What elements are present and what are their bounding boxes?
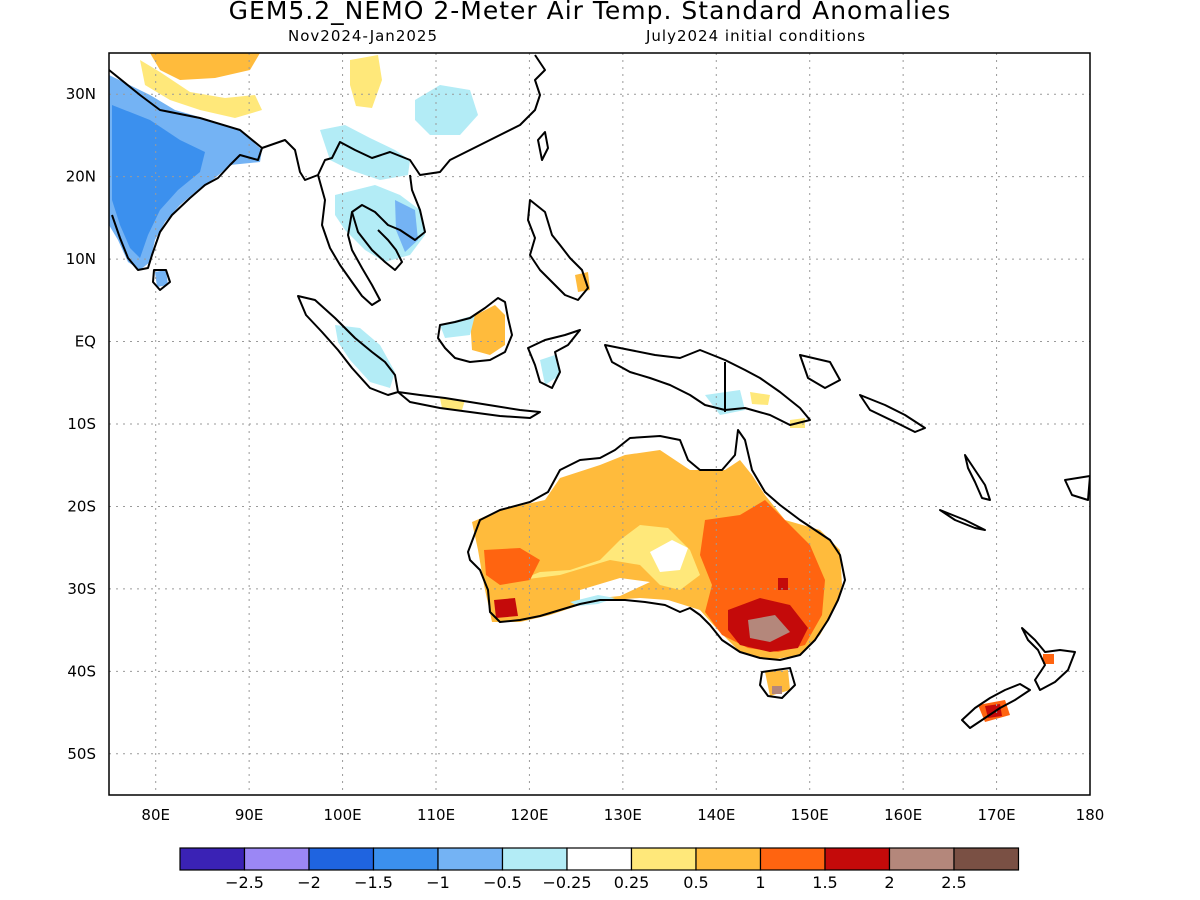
- coast-java: [397, 391, 541, 419]
- yunnan-cool: [320, 125, 410, 180]
- lat-tick-label: EQ: [75, 333, 96, 351]
- coast-philippines: [527, 199, 589, 301]
- lon-tick-label: 150E: [791, 806, 829, 824]
- colorbar-label: −0.5: [483, 873, 522, 892]
- coast-new-caledonia: [939, 509, 986, 531]
- plot-frame: [108, 52, 1091, 796]
- himalaya-light-warm: [140, 60, 262, 118]
- coast-gulf-thailand: [351, 211, 403, 271]
- lon-tick-label: 80E: [141, 806, 170, 824]
- colorbar-label: 1: [755, 873, 765, 892]
- coast-australia: [467, 429, 846, 661]
- lon-tick-label: 110E: [417, 806, 455, 824]
- coast-fiji: [1064, 475, 1090, 501]
- australia-southeast-peak: [748, 615, 790, 642]
- lon-tick-label: 90E: [235, 806, 264, 824]
- lat-tick-label: 50S: [67, 745, 96, 763]
- coast-new-guinea: [604, 344, 811, 426]
- tasmania-warm: [765, 670, 790, 696]
- colorbar-swatch: [501, 847, 568, 871]
- lat-tick-label: 30N: [66, 85, 96, 103]
- srilanka-cool: [155, 270, 168, 287]
- colorbar-swatch: [179, 847, 246, 871]
- coast-sulawesi: [527, 329, 581, 389]
- lon-tick-label: 100E: [324, 806, 362, 824]
- colorbar-swatch: [695, 847, 762, 871]
- lon-tick-label: 180: [1076, 806, 1105, 824]
- australia-west-hot: [484, 548, 540, 585]
- coast-vanuatu: [964, 454, 991, 501]
- colorbar-label: −1: [426, 873, 450, 892]
- lat-tick-label: 20S: [67, 497, 96, 515]
- colorbar-label: −1.5: [354, 873, 393, 892]
- coast-china-indochina: [261, 54, 546, 181]
- colorbar-swatch: [372, 847, 439, 871]
- colorbar-swatch: [953, 847, 1020, 871]
- lon-tick-label: 140E: [697, 806, 735, 824]
- borneo-warm: [470, 305, 505, 355]
- coast-malay-peninsula: [317, 174, 426, 306]
- colorbar-swatch: [824, 847, 891, 871]
- coast-solomons: [859, 394, 926, 433]
- lat-tick-label: 20N: [66, 168, 96, 186]
- coast-nz-south: [961, 683, 1031, 729]
- lon-tick-label: 120E: [510, 806, 548, 824]
- colorbar-label: −2.5: [225, 873, 264, 892]
- colorbar-label: −2: [297, 873, 321, 892]
- colorbar-label: 0.5: [683, 873, 708, 892]
- lat-tick-label: 10S: [67, 415, 96, 433]
- sulawesi-cool: [540, 355, 560, 385]
- borneo-cool: [440, 315, 475, 338]
- map-title: GEM5.2_NEMO 2-Meter Air Temp. Standard A…: [228, 0, 952, 25]
- longitude-labels: 80E 90E 100E 110E 120E 130E 140E 150E 160E 170E 18…: [141, 806, 1104, 824]
- colorbar-swatch: [437, 847, 504, 871]
- lon-tick-label: 160E: [884, 806, 922, 824]
- colorbar-swatch: [566, 847, 633, 871]
- lat-tick-label: 40S: [67, 662, 96, 680]
- coast-borneo: [437, 297, 513, 363]
- coast-taiwan: [537, 131, 549, 161]
- coast-nz-north: [1021, 627, 1076, 691]
- colorbar-label: 2: [884, 873, 894, 892]
- lat-tick-label: 10N: [66, 250, 96, 268]
- lon-tick-label: 130E: [604, 806, 642, 824]
- coast-south-asia: [109, 69, 263, 271]
- graticule: [109, 53, 1090, 795]
- tibet-warm: [350, 55, 382, 108]
- colorbar-label: 0.25: [614, 873, 650, 892]
- himalaya-warm: [150, 53, 260, 80]
- colorbar-label: 1.5: [812, 873, 837, 892]
- coast-sri-lanka: [152, 269, 171, 291]
- latitude-labels: 30N 20N 10N EQ 10S 20S 30S 40S 50S: [66, 85, 96, 763]
- mindanao-warm: [575, 272, 590, 292]
- colorbar-label: −0.25: [542, 873, 591, 892]
- sumatra-cool: [335, 325, 395, 388]
- india-colder-core: [112, 105, 205, 258]
- australia-mild-warm: [520, 525, 700, 590]
- australia-inland-dot: [778, 578, 788, 590]
- colorbar: −2.5 −2 −1.5 −1 −0.5 −0.25 0.25 0.5 1 1.5 2 2.5: [179, 847, 1020, 892]
- nz-north-warm: [1043, 654, 1054, 664]
- tasmania-peak: [772, 686, 782, 694]
- lat-tick-label: 30S: [67, 580, 96, 598]
- china-cool: [415, 85, 478, 135]
- colorbar-swatch: [243, 847, 310, 871]
- colorbar-label: 2.5: [941, 873, 966, 892]
- coast-tasmania: [759, 667, 796, 699]
- colorbar-swatch: [759, 847, 826, 871]
- colorbar-swatch: [308, 847, 375, 871]
- anomaly-field: [109, 53, 1054, 722]
- initial-conditions: July2024 initial conditions: [646, 27, 867, 45]
- png-warm: [750, 392, 805, 428]
- australia-neutral-patch: [580, 540, 688, 600]
- colorbar-swatch: [888, 847, 955, 871]
- colorbar-swatch: [630, 847, 697, 871]
- coastlines: [109, 54, 1090, 729]
- lon-tick-label: 170E: [978, 806, 1016, 824]
- australia-west-red: [494, 598, 518, 618]
- coast-bismarck: [799, 354, 841, 389]
- forecast-period: Nov2024-Jan2025: [288, 27, 438, 45]
